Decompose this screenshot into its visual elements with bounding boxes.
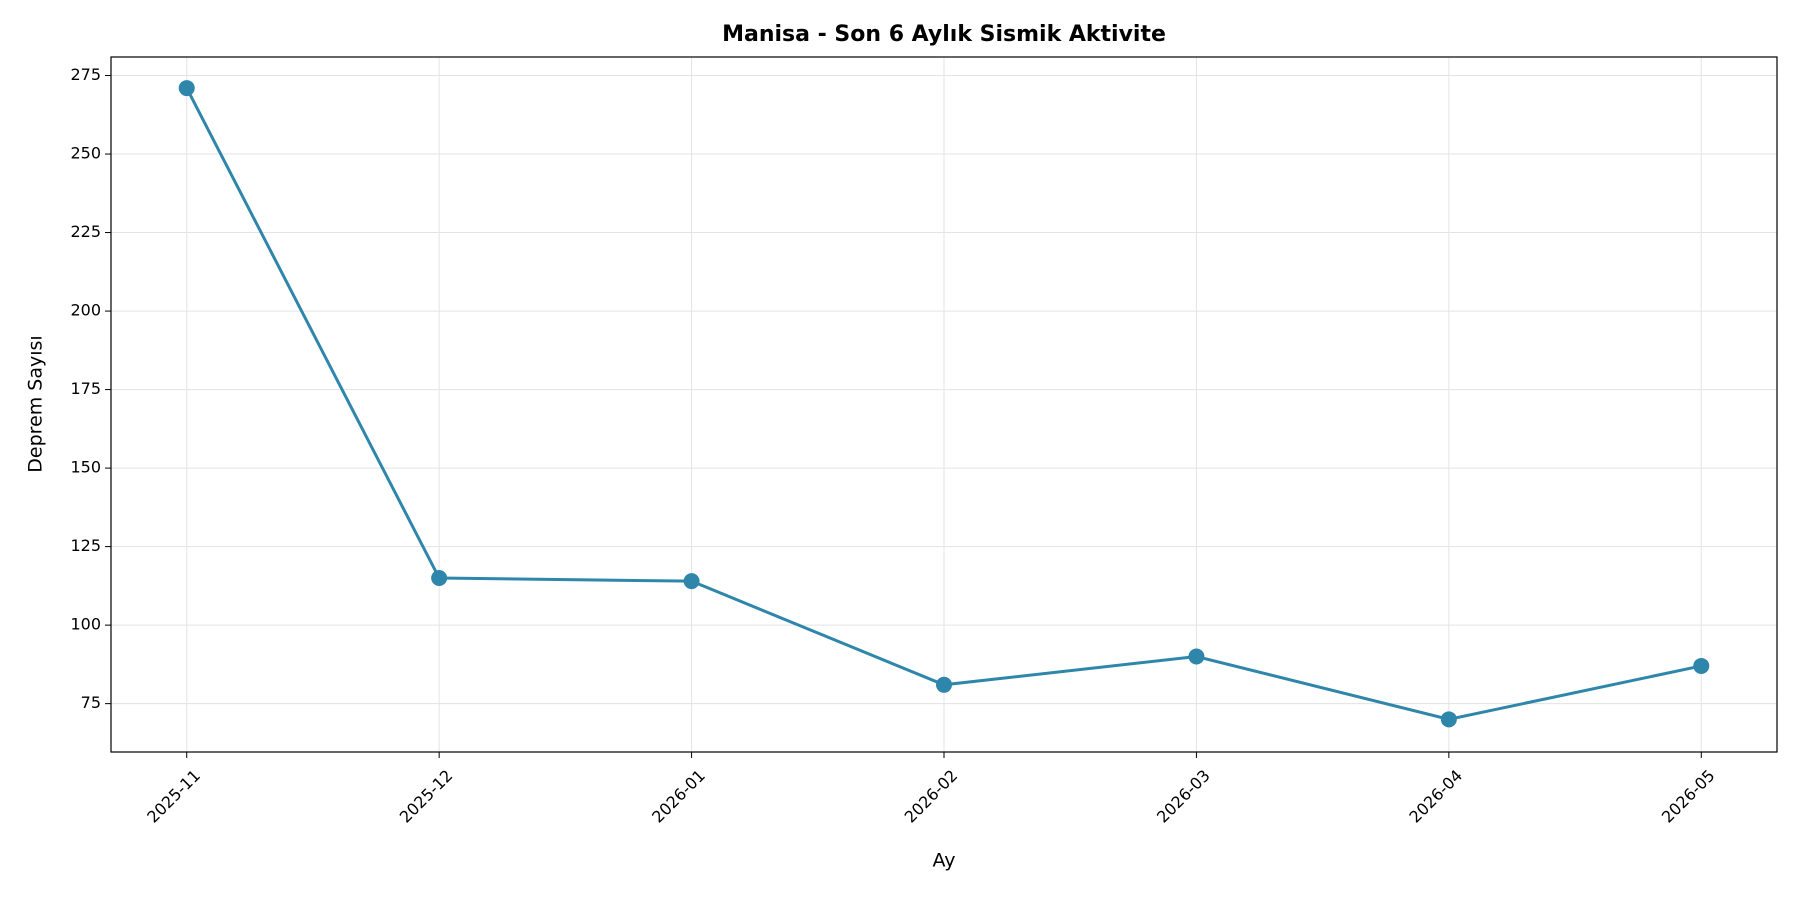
- y-tick-label: 100: [70, 615, 101, 634]
- x-tick-label: 2025-11: [143, 766, 204, 827]
- marker: [178, 80, 195, 97]
- marker: [936, 676, 952, 693]
- y-tick-label: 200: [70, 301, 101, 320]
- y-tick-label: 225: [70, 222, 101, 241]
- y-tick-label: 125: [70, 536, 101, 555]
- x-axis-label: Ay: [933, 850, 956, 872]
- marker: [431, 570, 448, 587]
- y-tick-label: 250: [70, 144, 101, 163]
- y-axis-label: Deprem Sayısı: [25, 335, 47, 472]
- x-tick-label: 2026-01: [648, 766, 709, 827]
- marker: [683, 573, 700, 590]
- marker: [1188, 648, 1205, 665]
- y-tick-label: 175: [70, 379, 101, 398]
- y-tick-label: 275: [70, 65, 101, 84]
- x-tick-label: 2026-03: [1153, 766, 1214, 827]
- x-tick-label: 2026-05: [1658, 766, 1719, 827]
- x-tick-label: 2026-02: [901, 766, 962, 827]
- y-tick-label: 150: [70, 458, 101, 477]
- chart-title: Manisa - Son 6 Aylık Sismik Aktivite: [722, 22, 1166, 47]
- marker: [1440, 711, 1457, 728]
- x-tick-label: 2025-12: [396, 766, 457, 827]
- marker: [1693, 657, 1710, 674]
- y-tick-label: 75: [81, 693, 101, 712]
- x-tick-label: 2026-04: [1405, 766, 1466, 827]
- plot-frame: [110, 56, 1778, 753]
